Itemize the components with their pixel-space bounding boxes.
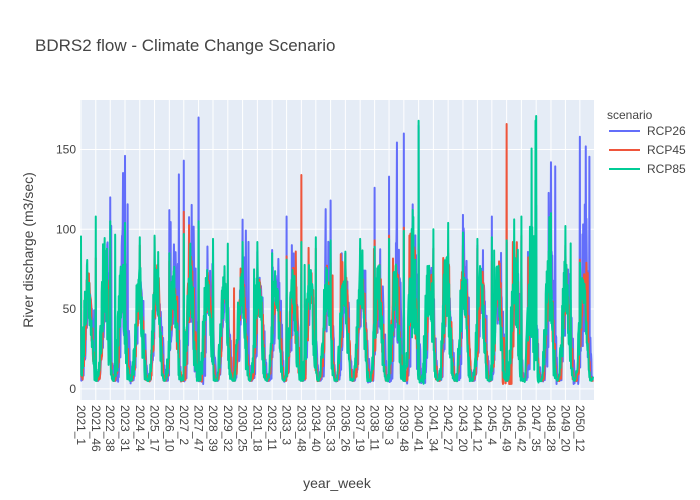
legend-items: RCP26 RCP45 RCP85: [609, 124, 686, 176]
x-tick-label: 2021_1: [74, 405, 88, 445]
legend-label-rcp45: RCP45: [647, 143, 686, 157]
legend-label-rcp85: RCP85: [647, 162, 686, 176]
x-tick-label: 2046_42: [514, 405, 528, 452]
x-tick-label: 2040_41: [412, 405, 426, 452]
x-tick-label: 2049_20: [558, 405, 572, 452]
x-tick-label: 2039_3: [382, 405, 396, 445]
x-tick-label: 2044_12: [470, 405, 484, 452]
legend-title: scenario: [607, 108, 653, 122]
x-tick-label: 2029_32: [221, 405, 235, 452]
x-tick-label: 2033_48: [294, 405, 308, 452]
x-tick-label: 2045_49: [500, 405, 514, 452]
legend-label-rcp26: RCP26: [647, 124, 686, 138]
x-tick-label: 2039_48: [397, 405, 411, 452]
x-tick-label: 2032_11: [265, 405, 279, 451]
x-tick-label: 2037_19: [353, 405, 367, 452]
x-tick-label: 2022_38: [103, 405, 117, 452]
x-tick-label: 2027_2: [177, 405, 191, 445]
x-tick-label: 2047_35: [529, 405, 543, 452]
x-tick-label: 2035_33: [324, 405, 338, 452]
x-tick-label: 2045_4: [485, 405, 499, 445]
x-tick-label: 2043_20: [456, 405, 470, 452]
x-tick-label: 2050_12: [573, 405, 587, 452]
x-tick-label: 2041_34: [426, 405, 440, 452]
x-tick-label: 2026_10: [162, 405, 176, 452]
x-tick-label: 2034_40: [309, 405, 323, 452]
x-tick-label: 2036_26: [338, 405, 352, 452]
x-tick-label: 2028_39: [206, 405, 220, 452]
x-axis-title: year_week: [303, 475, 372, 491]
series-line-rcp85: [80, 114, 594, 385]
y-tick-label: 150: [56, 142, 76, 156]
x-axis-ticks: 2021_1 2021_46 2022_38 2023_31 2024_24 2025_1…: [74, 405, 587, 452]
x-tick-label: 2027_47: [192, 405, 206, 452]
x-tick-label: 2048_28: [544, 405, 558, 452]
x-tick-label: 2024_24: [133, 405, 147, 452]
chart-title: BDRS2 flow - Climate Change Scenario: [35, 36, 335, 55]
x-tick-label: 2021_46: [89, 405, 103, 452]
y-axis-title: River discharge (m3/sec): [20, 172, 36, 328]
x-tick-label: 2025_17: [148, 405, 162, 452]
x-tick-label: 2023_31: [118, 405, 132, 452]
y-tick-label: 50: [63, 302, 77, 316]
x-tick-label: 2033_3: [280, 405, 294, 445]
x-tick-label: 2038_11: [368, 405, 382, 451]
x-tick-label: 2031_18: [250, 405, 264, 452]
y-axis-ticks: 0 50 100 150: [56, 142, 76, 395]
x-tick-label: 2042_27: [441, 405, 455, 452]
y-tick-label: 0: [69, 382, 76, 396]
y-tick-label: 100: [56, 222, 76, 236]
legend: scenario RCP26 RCP45 RCP85: [607, 108, 686, 176]
series-lines: [80, 114, 594, 386]
plot-area: [80, 100, 594, 400]
x-tick-label: 2030_25: [236, 405, 250, 452]
